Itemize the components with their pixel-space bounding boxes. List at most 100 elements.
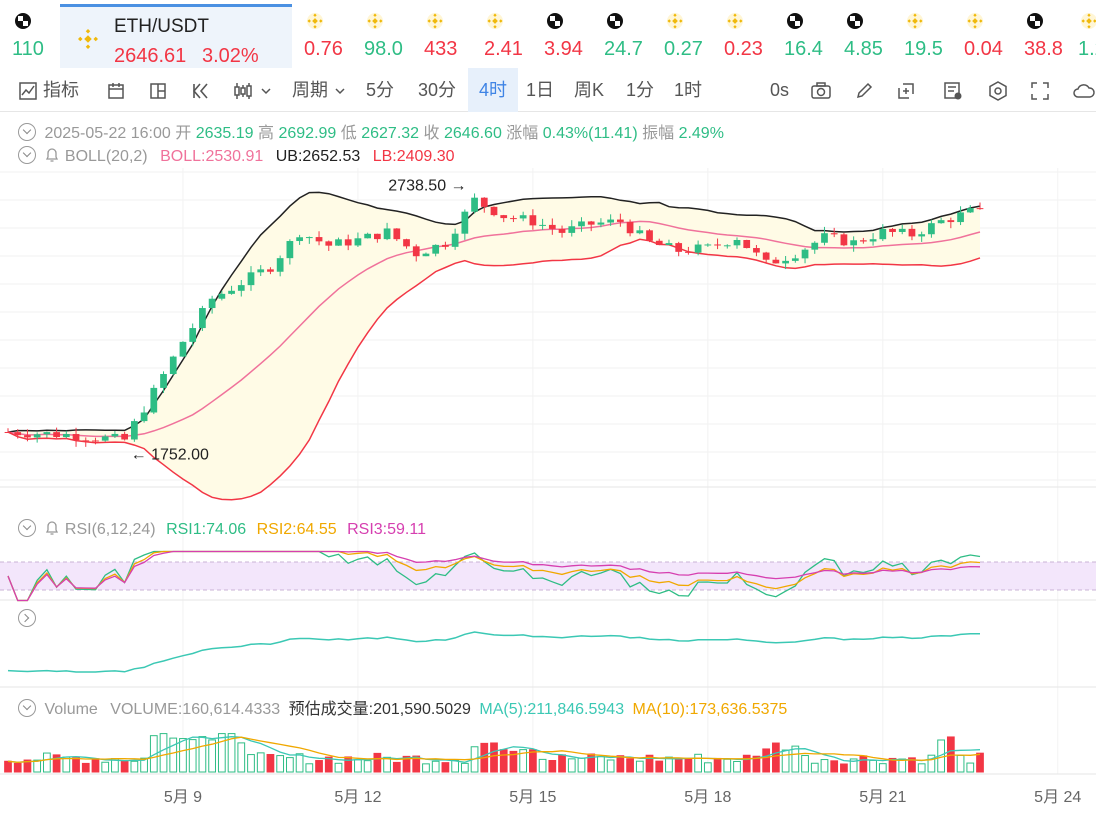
replay-button[interactable]: [190, 68, 212, 112]
collapse-toggle-icon[interactable]: [18, 123, 36, 141]
volume-name: Volume: [44, 701, 98, 718]
interval-tab-4h[interactable]: 4时: [468, 68, 518, 112]
candle-body: [704, 244, 712, 246]
ticker-item[interactable]: 3.94: [532, 0, 592, 68]
ticker-item[interactable]: 2.41: [472, 0, 532, 68]
candle-body: [189, 328, 197, 342]
candle-body: [33, 434, 41, 438]
interval-tab-1min[interactable]: 1分: [626, 80, 655, 100]
volume-bar: [674, 758, 683, 773]
volume-bar: [101, 761, 110, 773]
candle-body: [782, 260, 789, 264]
candle-body: [62, 434, 70, 438]
checkered-coin-icon: [847, 13, 863, 29]
volume-bar: [684, 758, 693, 773]
active-pair-tab[interactable]: ETH/USDT 2646.61 3.02%: [60, 4, 292, 68]
candle-body: [519, 215, 527, 219]
split-view-button[interactable]: [148, 68, 168, 112]
candle-body: [607, 219, 615, 223]
ticker-item[interactable]: 38.8: [1012, 0, 1072, 68]
volume-value: VOLUME:160,614.4333: [110, 701, 281, 718]
bnb-coin-icon: [907, 13, 923, 29]
candle-body: [859, 240, 867, 242]
indicators-button[interactable]: 指标: [18, 68, 79, 112]
split-view-icon: [150, 83, 166, 99]
candle-body: [403, 239, 410, 247]
draw-button[interactable]: [854, 68, 874, 112]
interval-tab-1w[interactable]: 周K: [574, 80, 605, 100]
open-value: 2635.19: [195, 125, 254, 142]
volume-bar: [460, 762, 469, 773]
boll-mid-value: BOLL:2530.91: [160, 148, 264, 165]
candle-body: [24, 435, 31, 438]
candle-body: [432, 244, 440, 254]
ticker-item[interactable]: 110: [0, 0, 60, 68]
template-button[interactable]: [942, 68, 964, 112]
layout-button[interactable]: [106, 68, 126, 112]
chart-type-dropdown[interactable]: [232, 68, 273, 112]
volume-estimate: 预估成交量:201,590.5029: [288, 701, 471, 718]
volume-bar: [247, 754, 255, 773]
volume-bar: [742, 754, 751, 773]
change-value: 0.43%(11.41): [542, 125, 638, 142]
interval-tab-1d[interactable]: 1日: [526, 80, 555, 100]
period-dropdown[interactable]: 周期: [292, 68, 347, 112]
ticker-item[interactable]: 1.2: [1066, 0, 1096, 68]
ohlc-date: 2025-05-22 16:00: [44, 125, 171, 142]
collapse-toggle-icon[interactable]: [18, 146, 36, 164]
ticker-item[interactable]: 0.23: [712, 0, 772, 68]
add-alert-button[interactable]: [896, 68, 916, 112]
candle-body: [966, 208, 974, 213]
checkered-coin-icon: [607, 13, 623, 29]
expand-toggle-icon[interactable]: [18, 609, 36, 627]
ticker-item[interactable]: 0.76: [292, 0, 352, 68]
volume-bar: [295, 753, 304, 773]
ticker-item[interactable]: 24.7: [592, 0, 652, 68]
interval-tab-1h[interactable]: 1时: [674, 80, 703, 100]
ticker-item[interactable]: 4.85: [832, 0, 892, 68]
candle-body: [480, 197, 488, 207]
volume-bar: [577, 757, 586, 773]
candle-body: [267, 269, 274, 272]
indicator-chart-icon: [19, 82, 37, 100]
candle-body: [801, 249, 809, 259]
ticker-item[interactable]: 19.5: [892, 0, 952, 68]
settings-button[interactable]: [988, 68, 1008, 112]
volume-bar: [305, 763, 314, 773]
candle-body: [889, 228, 896, 232]
ticker-item[interactable]: 0.27: [652, 0, 712, 68]
candle-body: [762, 252, 770, 260]
volume-bar: [179, 738, 187, 773]
fullscreen-button[interactable]: [1030, 68, 1050, 112]
collapse-toggle-icon[interactable]: [18, 699, 36, 717]
collapse-toggle-icon[interactable]: [18, 519, 36, 537]
screenshot-button[interactable]: [810, 68, 832, 112]
low-label: 低: [340, 125, 357, 142]
chart-canvas[interactable]: 2738.50 → ← 1752.00 5月 9 5月 12 5月 15 5月 18 5月 …: [0, 112, 1096, 820]
ticker-item[interactable]: 433: [412, 0, 472, 68]
cloud-button[interactable]: [1072, 68, 1096, 112]
volume-bar: [198, 736, 207, 773]
candle-body: [383, 228, 391, 240]
candle-body: [130, 421, 138, 440]
ticker-item[interactable]: 98.0: [352, 0, 412, 68]
add-box-icon: [898, 83, 914, 99]
candle-body: [305, 237, 313, 239]
candle-body: [208, 298, 216, 309]
interval-tab-30m[interactable]: 30分: [418, 80, 457, 100]
ticker-item[interactable]: 0.04: [952, 0, 1012, 68]
ticker-item[interactable]: 16.4: [772, 0, 832, 68]
volume-bar: [791, 745, 800, 773]
boll-upper-line: [7, 191, 981, 433]
volume-bar: [373, 752, 382, 773]
volume-bar: [830, 760, 839, 773]
volume-bar: [451, 759, 459, 773]
volume-bar: [781, 749, 790, 773]
volume-bar: [13, 762, 22, 773]
volume-bar: [169, 737, 178, 773]
rsi1-value: RSI1:74.06: [166, 521, 247, 538]
interval-tab-5m[interactable]: 5分: [366, 80, 395, 100]
volume-bar: [286, 757, 294, 773]
volume-bar: [23, 759, 32, 773]
candle-body: [840, 234, 848, 246]
